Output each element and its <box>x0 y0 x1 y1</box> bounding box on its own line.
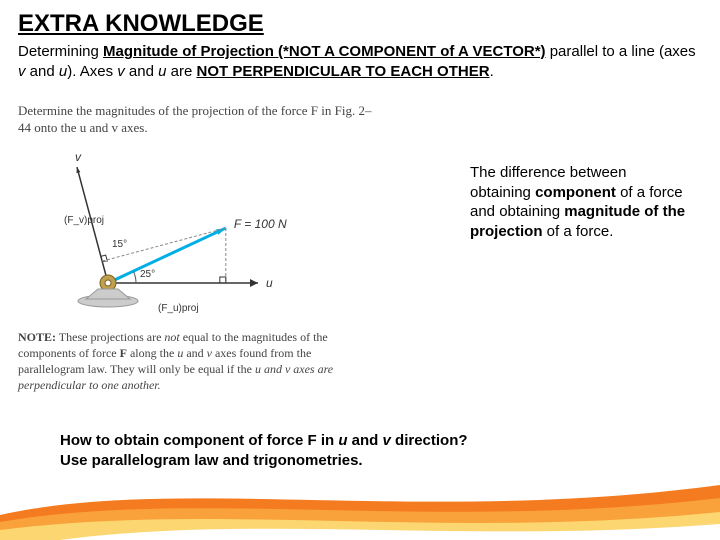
figure-block: Determine the magnitudes of the projecti… <box>18 103 378 394</box>
side-explanation: The difference between obtaining compone… <box>470 163 690 241</box>
bot-b3: and <box>348 432 383 449</box>
svg-text:(F_v)proj: (F_v)proj <box>64 215 104 226</box>
sub-p5: and <box>26 63 59 80</box>
svg-text:u: u <box>266 276 273 290</box>
sub-p7: ). Axes <box>67 63 117 80</box>
sub-p12: NOT PERPENDICULAR TO EACH OTHER <box>196 63 489 80</box>
subtitle: Determining Magnitude of Projection (*NO… <box>18 42 702 81</box>
sub-p11: are <box>166 63 196 80</box>
note-n2: not <box>164 330 179 344</box>
bot-b5: direction? <box>391 432 468 449</box>
figure-note: NOTE: These projections are not equal to… <box>18 329 378 394</box>
svg-text:25°: 25° <box>140 269 155 280</box>
bottom-question: How to obtain component of force F in u … <box>60 431 468 470</box>
note-n7: and <box>183 346 206 360</box>
page-title: EXTRA KNOWLEDGE <box>18 10 702 38</box>
svg-text:15°: 15° <box>112 239 127 250</box>
bot-b6: Use parallelogram law and trigonometries… <box>60 452 363 469</box>
bot-b4: v <box>383 432 391 449</box>
sub-p3: parallel to a line (axes <box>546 43 696 60</box>
bot-b1: How to obtain component of force F in <box>60 432 338 449</box>
side-s5: of a force. <box>543 223 614 240</box>
svg-text:F = 100 N: F = 100 N <box>234 217 287 231</box>
sub-p4: v <box>18 63 26 80</box>
sub-p1: Determining <box>18 43 103 60</box>
slide-footer-swoosh <box>0 470 720 540</box>
sub-p6: u <box>59 63 67 80</box>
svg-text:v: v <box>75 150 82 164</box>
side-s2: component <box>535 184 616 201</box>
note-n5: along the <box>127 346 177 360</box>
vector-diagram: u v F = 100 N 25° 15° (F_v)proj (F_u)proj <box>18 143 318 323</box>
sub-p13: . <box>490 63 494 80</box>
bot-b2: u <box>338 432 347 449</box>
figure-prompt: Determine the magnitudes of the projecti… <box>18 103 378 137</box>
sub-p9: and <box>125 63 158 80</box>
sub-p2: Magnitude of Projection (*NOT A COMPONEN… <box>103 43 546 60</box>
sub-p8: v <box>117 63 125 80</box>
note-n1: These projections are <box>56 330 164 344</box>
note-b0: NOTE: <box>18 330 56 344</box>
svg-text:(F_u)proj: (F_u)proj <box>158 303 199 314</box>
note-n4: F <box>120 346 127 360</box>
